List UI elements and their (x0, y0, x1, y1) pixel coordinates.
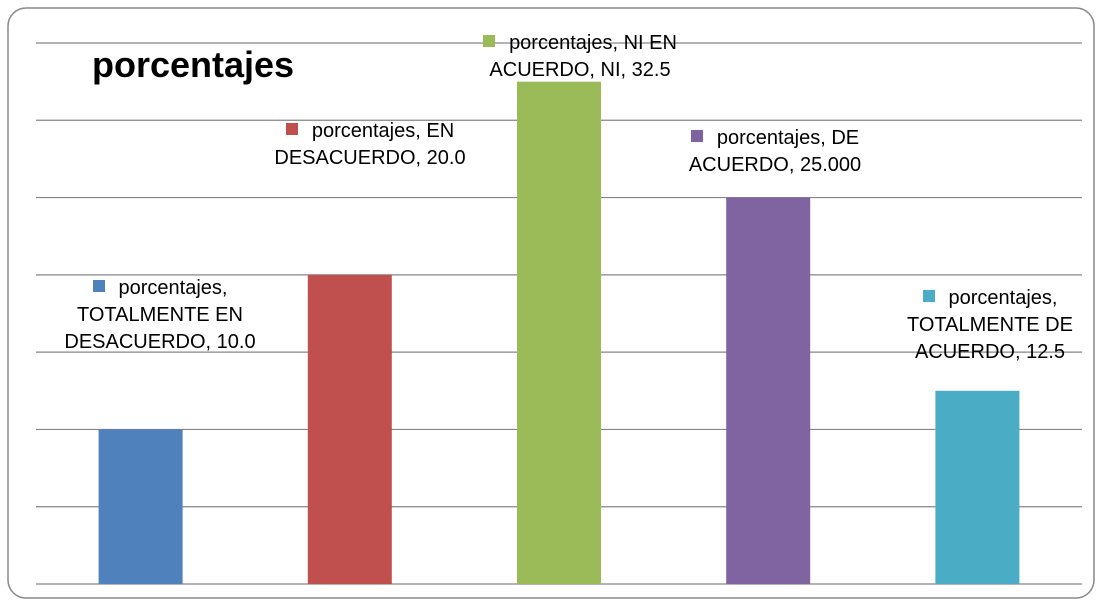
series-name: porcentajes (716, 127, 821, 149)
bar (307, 274, 392, 584)
category-name: EN DESACUERDO (274, 120, 455, 169)
legend-marker (922, 290, 935, 302)
legend-marker (285, 123, 298, 135)
bar (517, 81, 601, 585)
category-name: TOTALMENTE DE ACUERDO (907, 314, 1073, 363)
series-name: porcentajes (311, 120, 416, 142)
bar (935, 390, 1020, 584)
bar (98, 429, 183, 584)
legend-marker (690, 130, 703, 142)
data-label: porcentajes, DE ACUERDO, 25.000 (688, 127, 862, 176)
series-name: porcentajes (118, 277, 222, 299)
category-name: TOTALMENTE EN DESACUERDO (64, 304, 243, 353)
category-name: NI EN ACUERDO, NI (489, 32, 677, 81)
data-label: porcentajes, NI EN ACUERDO, NI, 32.5 (465, 30, 695, 84)
series-name: porcentajes (948, 287, 1052, 309)
value-label: 10.0 (216, 331, 256, 353)
bar (726, 197, 811, 585)
legend-marker (483, 35, 496, 47)
data-label: porcentajes, TOTALMENTE EN DESACUERDO, 1… (64, 277, 256, 353)
data-label: porcentajes, EN DESACUERDO, 20.0 (274, 120, 466, 169)
value-label: 25.000 (799, 154, 862, 176)
legend-marker (92, 280, 105, 292)
value-label: 20.0 (426, 147, 466, 169)
chart-title: porcentajes (92, 44, 295, 85)
data-label: porcentajes, TOTALMENTE DE ACUERDO, 12.5 (907, 287, 1073, 363)
value-label: 32.5 (631, 59, 671, 81)
value-label: 12.5 (1026, 341, 1066, 363)
series-name: porcentajes (509, 32, 613, 54)
category-name: DE ACUERDO (688, 127, 860, 176)
